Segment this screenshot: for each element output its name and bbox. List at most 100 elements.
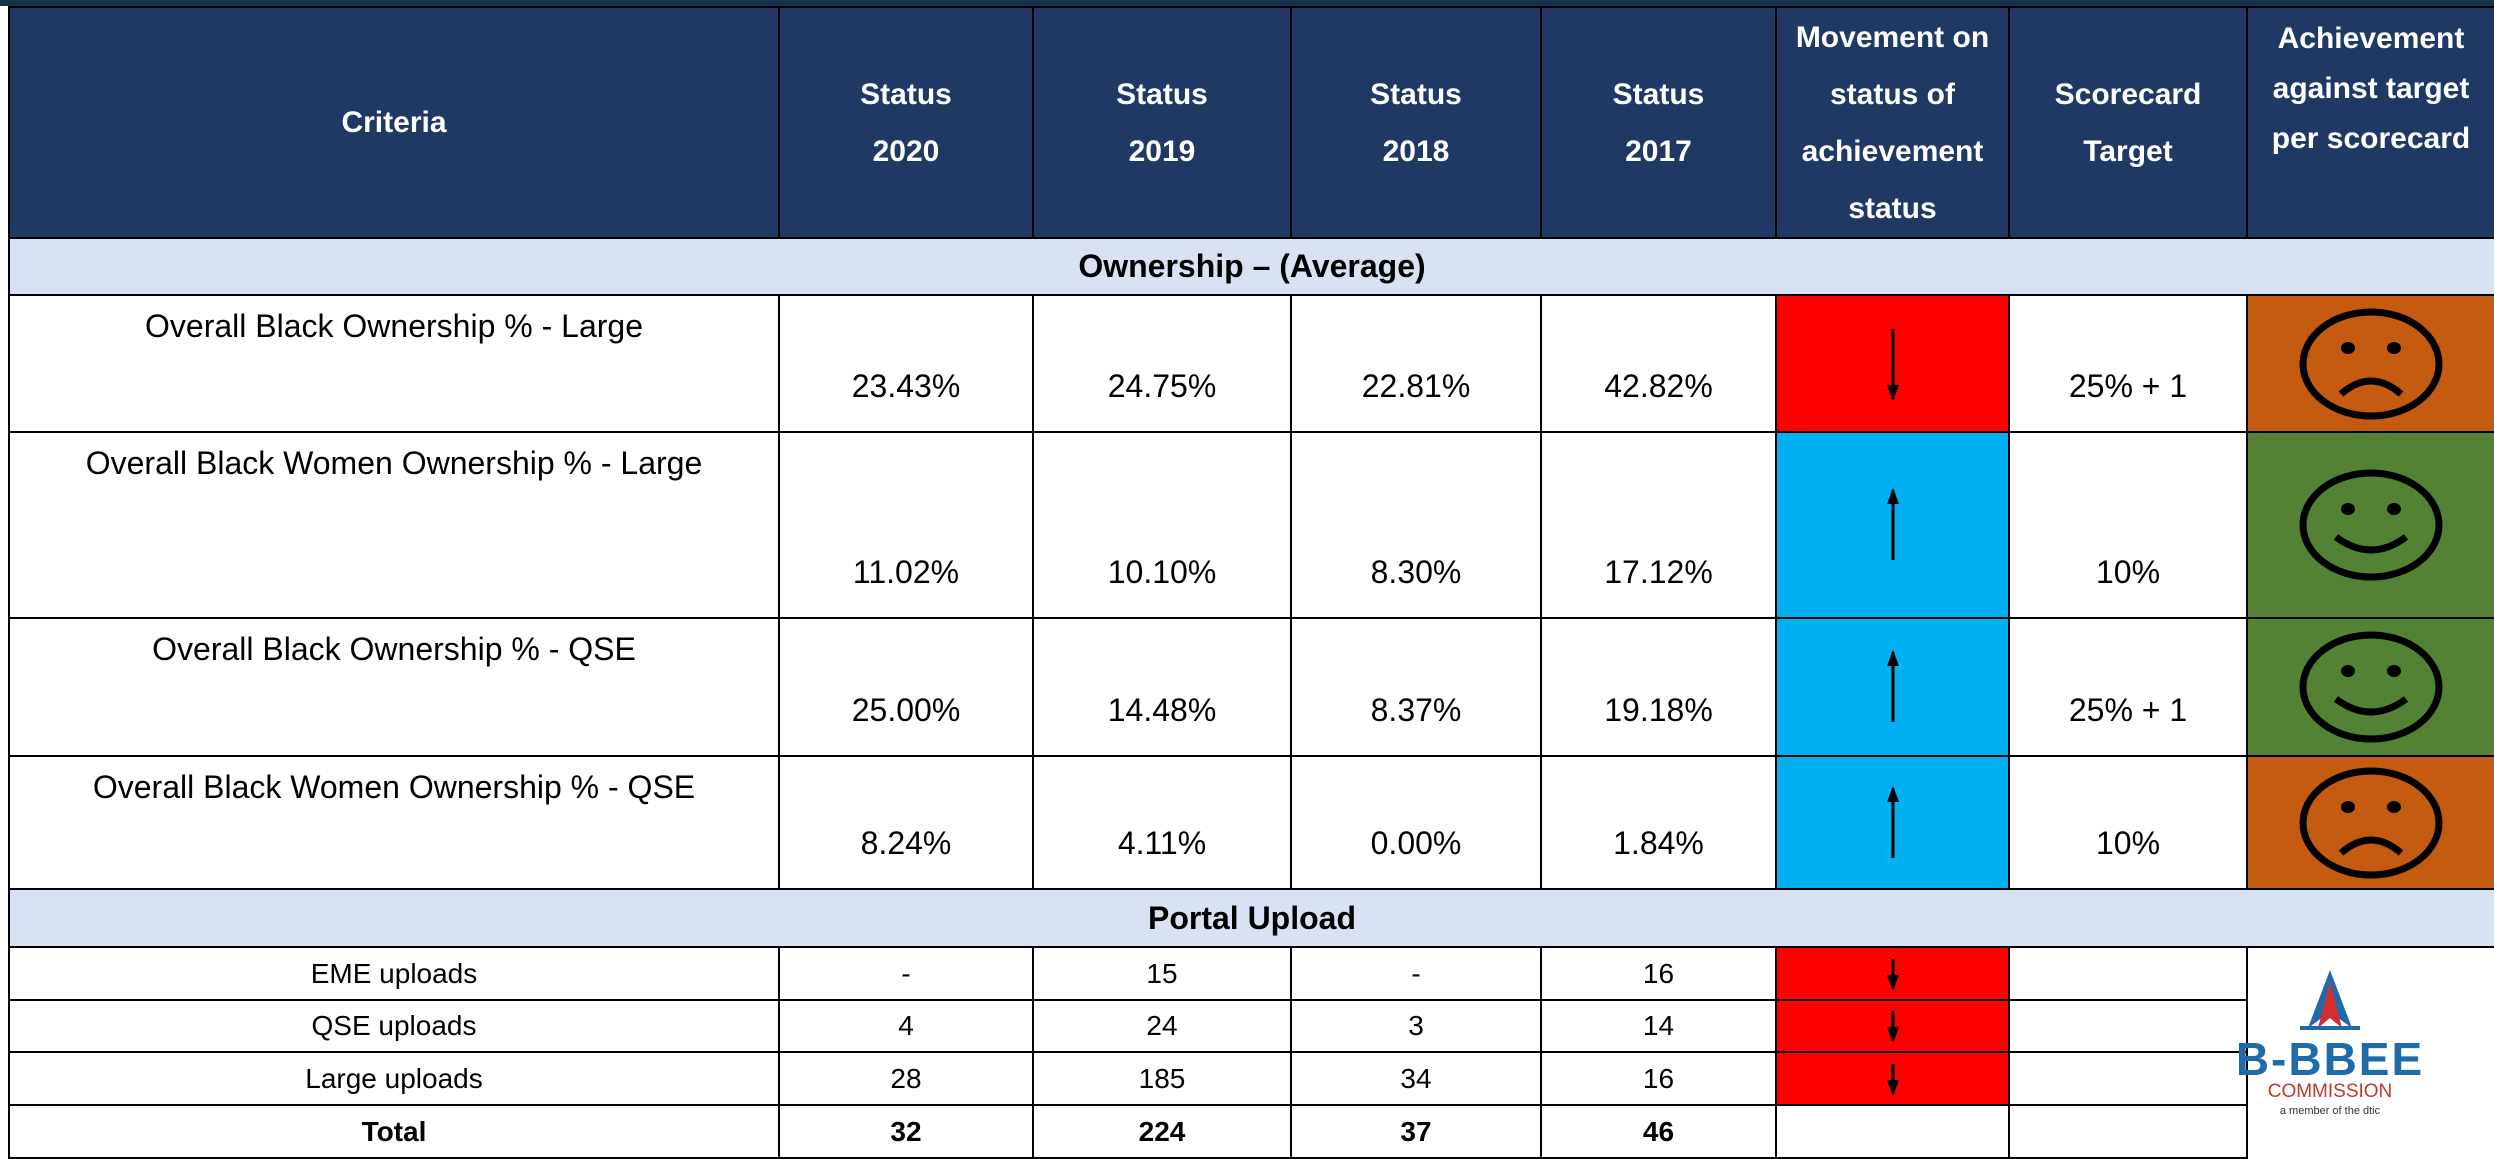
section-row: Portal Upload	[8, 888, 2494, 948]
face-eye	[2341, 341, 2355, 354]
achievement-cell	[2246, 755, 2494, 890]
target-cell	[2008, 999, 2248, 1053]
movement-cell	[1775, 431, 2010, 619]
header-cell: Criteria	[8, 6, 780, 239]
criteria-cell: Overall Black Ownership % - Large	[8, 294, 780, 433]
arrow-head	[1886, 1027, 1899, 1043]
target-cell	[2008, 946, 2248, 1001]
movement-cell	[1775, 999, 2010, 1053]
target-cell: 25% + 1	[2008, 294, 2248, 433]
criteria-cell: Overall Black Women Ownership % - Large	[8, 431, 780, 619]
face-eye	[2341, 800, 2355, 813]
status-cell: 8.37%	[1290, 617, 1542, 757]
header-cell: Achievement against target per scorecard	[2246, 6, 2494, 239]
status-cell: 46	[1540, 1104, 1777, 1159]
status-cell: 14.48%	[1032, 617, 1292, 757]
status-cell: 24	[1032, 999, 1292, 1053]
face-mouth	[2338, 836, 2404, 856]
status-cell: -	[778, 946, 1034, 1001]
arrow-head	[1886, 785, 1899, 802]
arrow	[1886, 1011, 1899, 1043]
data-row: Overall Black Ownership % - QSE 25.00% 14.…	[8, 617, 2494, 757]
arrow-head	[1886, 650, 1899, 666]
status-cell: 37	[1290, 1104, 1542, 1159]
target-cell: 10%	[2008, 755, 2248, 890]
status-cell: 28	[778, 1051, 1034, 1106]
face-outline	[2299, 767, 2443, 878]
status-cell: 0.00%	[1290, 755, 1542, 890]
status-cell: 11.02%	[778, 431, 1034, 619]
section-title: Portal Upload	[8, 888, 2494, 948]
header-cell: Status 2020	[778, 6, 1034, 239]
achievement-cell	[2246, 1104, 2494, 1159]
criteria-cell: Large uploads	[8, 1051, 780, 1106]
face-mouth	[2333, 534, 2409, 554]
status-cell: 42.82%	[1540, 294, 1777, 433]
achievement-cell	[2246, 431, 2494, 619]
status-cell: 8.30%	[1290, 431, 1542, 619]
status-cell: 25.00%	[778, 617, 1034, 757]
criteria-cell: Total	[8, 1104, 780, 1159]
section-row: Ownership – (Average)	[8, 237, 2494, 296]
logo: B-BBEE COMMISSION a member of the dtic	[2195, 968, 2465, 1133]
criteria-cell: Overall Black Women Ownership % - QSE	[8, 755, 780, 890]
face-mouth	[2338, 377, 2404, 397]
arrow	[1886, 1063, 1899, 1096]
status-cell: 1.84%	[1540, 755, 1777, 890]
section-title: Ownership – (Average)	[8, 237, 2494, 296]
logo-icon	[2300, 970, 2360, 1030]
face-eye	[2387, 800, 2401, 813]
data-row: EME uploads -15-16	[8, 946, 2494, 1001]
status-cell: 3	[1290, 999, 1542, 1053]
face	[2299, 631, 2443, 743]
arrow	[1886, 785, 1899, 858]
target-cell	[2008, 1051, 2248, 1106]
face	[2299, 767, 2443, 878]
arrow-head	[1886, 1079, 1899, 1096]
arrow	[1886, 958, 1899, 991]
face-outline	[2299, 469, 2443, 581]
achievement-cell	[2246, 294, 2494, 433]
header-cell: Movement on status of achievement status	[1775, 6, 2010, 239]
top-strip	[0, 0, 2494, 6]
status-cell: 224	[1032, 1104, 1292, 1159]
data-row: Overall Black Ownership % - Large 23.43% 2…	[8, 294, 2494, 433]
header-row: Criteria Status 2020 Status 2019 Status 201…	[8, 6, 2494, 239]
movement-cell	[1775, 1104, 2010, 1159]
status-cell: 15	[1032, 946, 1292, 1001]
status-cell: 8.24%	[778, 755, 1034, 890]
arrow-head	[1886, 384, 1899, 401]
data-row: Large uploads 28 185 34 16	[8, 1051, 2494, 1106]
arrow-head	[1886, 488, 1899, 504]
header-cell: Status 2018	[1290, 6, 1542, 239]
status-cell: 4	[778, 999, 1034, 1053]
face-mouth	[2333, 696, 2409, 716]
face-eye	[2341, 665, 2355, 677]
movement-cell	[1775, 294, 2010, 433]
criteria-cell: Overall Black Ownership % - QSE	[8, 617, 780, 757]
arrow	[1886, 328, 1899, 401]
status-cell: 10.10%	[1032, 431, 1292, 619]
logo-sub: COMMISSION	[2267, 1081, 2393, 1102]
status-cell: 16	[1540, 1051, 1777, 1106]
status-cell: 19.18%	[1540, 617, 1777, 757]
status-cell: 24.75%	[1032, 294, 1292, 433]
movement-cell	[1775, 1051, 2010, 1106]
face-eye	[2387, 665, 2401, 677]
arrow	[1886, 488, 1899, 560]
data-row: Overall Black Women Ownership % - QSE 8.2…	[8, 755, 2494, 890]
scorecard-table: Criteria Status 2020 Status 2019 Status 201…	[8, 6, 2494, 1159]
movement-cell	[1775, 946, 2010, 1001]
data-row: Total 32 224 37 46	[8, 1104, 2494, 1159]
target-cell: 25% + 1	[2008, 617, 2248, 757]
status-cell: 4.11%	[1032, 755, 1292, 890]
achievement-cell	[2246, 946, 2494, 1001]
achievement-cell	[2246, 617, 2494, 757]
status-cell: 16	[1540, 946, 1777, 1001]
status-cell: 22.81%	[1290, 294, 1542, 433]
arrow	[1886, 650, 1899, 722]
header-cell: Status 2019	[1032, 6, 1292, 239]
achievement-cell	[2246, 999, 2494, 1053]
status-cell: 32	[778, 1104, 1034, 1159]
